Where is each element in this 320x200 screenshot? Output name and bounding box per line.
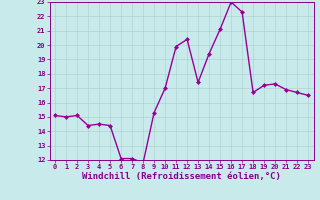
- X-axis label: Windchill (Refroidissement éolien,°C): Windchill (Refroidissement éolien,°C): [82, 172, 281, 181]
